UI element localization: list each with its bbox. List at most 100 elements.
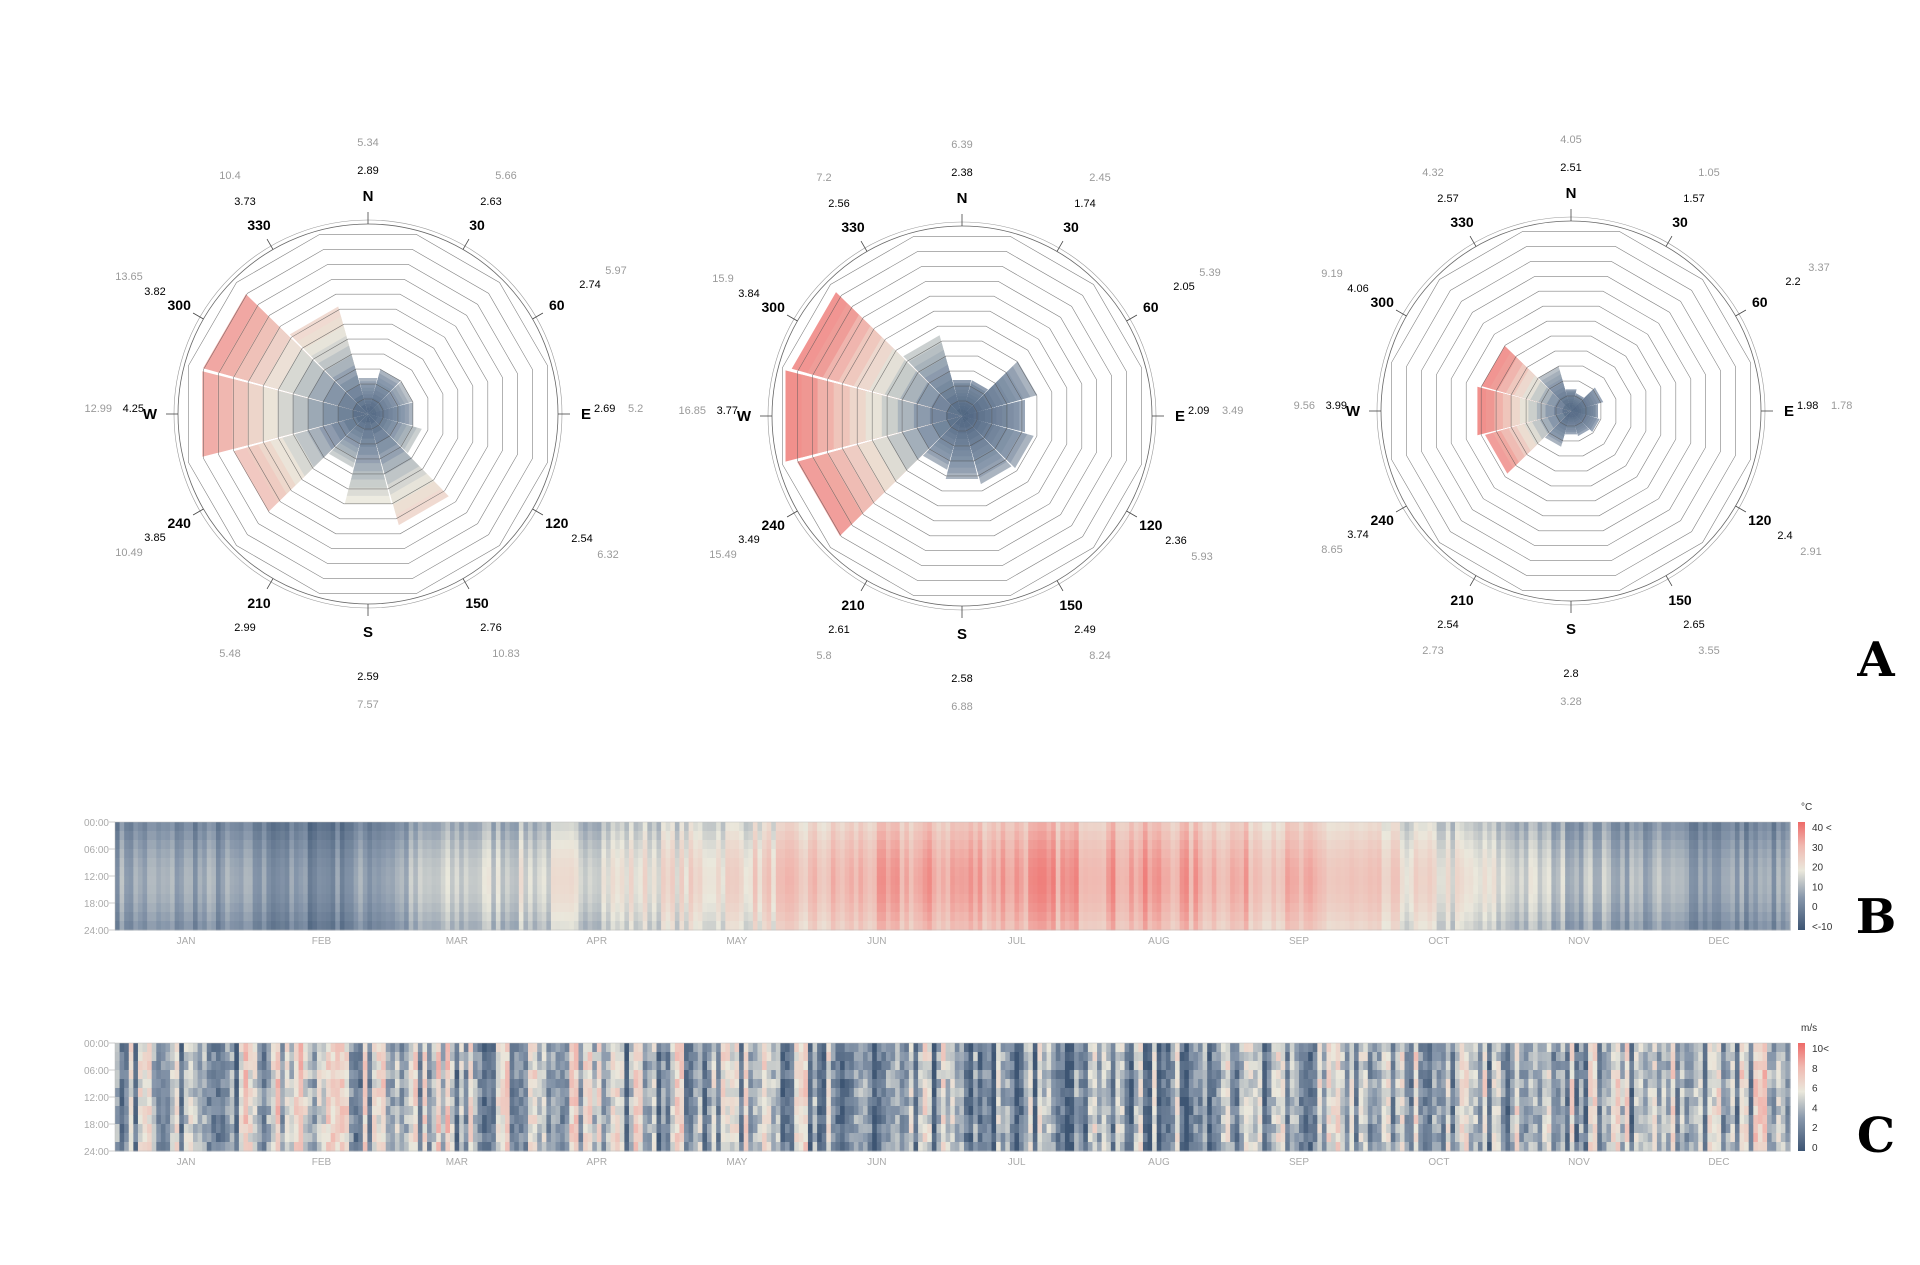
- heatmap-cell: [1289, 858, 1295, 868]
- heatmap-cell: [1276, 876, 1282, 886]
- heatmap-cell: [1193, 822, 1199, 832]
- heatmap-cell: [1326, 867, 1332, 877]
- heatmap-cell: [606, 822, 612, 832]
- heatmap-cell: [261, 840, 268, 850]
- heatmap-cell: [1308, 912, 1314, 922]
- rose-grid-ring: [262, 308, 474, 520]
- speed-value-N: 2.89: [357, 165, 378, 177]
- heatmap-cell: [743, 831, 749, 841]
- heatmap-cell: [137, 912, 144, 922]
- heatmap-cell: [408, 867, 414, 877]
- heatmap-cell: [1528, 840, 1534, 850]
- heatmap-cell: [188, 903, 194, 913]
- heatmap-cell: [509, 840, 515, 850]
- heatmap-cell: [1037, 912, 1043, 922]
- heatmap-cell: [1583, 849, 1589, 859]
- direction-label-W: W: [143, 406, 158, 423]
- heatmap-cell: [1404, 921, 1410, 931]
- heatmap-cell: [1473, 876, 1479, 886]
- heatmap-cell: [950, 903, 956, 913]
- heatmap-cell: [674, 840, 681, 850]
- heatmap-cell: [1459, 858, 1465, 868]
- heatmap-cell: [284, 822, 290, 832]
- heatmap-cell: [362, 885, 368, 895]
- heatmap-cell: [394, 822, 401, 832]
- heatmap-cell: [165, 858, 171, 868]
- heatmap-cell: [564, 858, 570, 868]
- heatmap-cell: [523, 921, 529, 931]
- heatmap-cell: [1220, 921, 1227, 931]
- heatmap-cell: [1220, 858, 1227, 868]
- heatmap-cell: [1615, 876, 1621, 886]
- heatmap-cell: [1445, 912, 1452, 922]
- heatmap-cell: [895, 903, 901, 913]
- heatmap-cell: [394, 894, 401, 904]
- heatmap-cell: [720, 867, 726, 877]
- heatmap-cell: [321, 921, 327, 931]
- heatmap-cell: [1496, 840, 1502, 850]
- rose-grid-ring: [247, 293, 489, 535]
- heatmap-cell: [849, 831, 855, 841]
- heatmap-cell: [1441, 876, 1447, 886]
- heatmap-cell: [321, 912, 327, 922]
- speed-value-150: 2.65: [1683, 619, 1704, 631]
- heatmap-cell: [803, 885, 809, 895]
- heatmap-cell: [463, 921, 469, 931]
- heatmap-cell: [1611, 894, 1617, 904]
- heatmap-cell: [1028, 894, 1034, 904]
- heatmap-cell: [936, 885, 942, 895]
- heatmap-cell: [1064, 849, 1071, 859]
- heatmap-cell: [1633, 876, 1640, 886]
- heatmap-cell: [1041, 840, 1048, 850]
- heatmap-cell: [234, 822, 240, 832]
- heatmap-cell: [1418, 840, 1424, 850]
- y-tick-label: 12:00: [84, 872, 109, 883]
- heatmap-cell: [491, 840, 497, 850]
- heatmap-cell: [1060, 858, 1066, 868]
- heatmap-cell: [973, 822, 979, 832]
- heatmap-cell: [1757, 912, 1764, 922]
- heatmap-cell: [1069, 867, 1075, 877]
- heatmap-cell: [1597, 894, 1603, 904]
- heatmap-cell: [229, 822, 235, 832]
- heatmap-cell: [289, 894, 295, 904]
- heatmap-cell: [863, 840, 869, 850]
- heatmap-cell: [1441, 849, 1447, 859]
- heatmap-cell: [1179, 858, 1185, 868]
- heatmap-cell: [941, 840, 947, 850]
- heatmap-cell: [115, 822, 121, 832]
- heatmap-cell: [1106, 921, 1112, 931]
- heatmap-cell: [1188, 822, 1195, 832]
- heatmap-cell: [1762, 894, 1768, 904]
- heatmap-cell: [959, 876, 965, 886]
- heatmap-cell: [1409, 831, 1415, 841]
- heatmap-cell: [1455, 912, 1461, 922]
- heatmap-cell: [638, 831, 644, 841]
- heatmap-cell: [1078, 840, 1084, 850]
- heatmap-cell: [1188, 840, 1195, 850]
- heatmap-cell: [1000, 903, 1006, 913]
- heatmap-cell: [908, 912, 915, 922]
- heatmap-cell: [908, 840, 915, 850]
- heatmap-cell: [514, 894, 520, 904]
- heatmap-cell: [349, 822, 355, 832]
- heatmap-cell: [583, 831, 589, 841]
- heatmap-cell: [417, 894, 424, 904]
- heatmap-cell: [739, 849, 745, 859]
- heatmap-cell: [766, 912, 772, 922]
- heatmap-cell: [1785, 876, 1791, 886]
- heatmap-cell: [1487, 849, 1493, 859]
- heatmap-cell: [248, 858, 254, 868]
- heatmap-cell: [445, 885, 451, 895]
- heatmap-cell: [371, 876, 378, 886]
- heatmap-cell: [679, 885, 685, 895]
- heatmap-cell: [1468, 912, 1474, 922]
- heatmap-cell: [206, 822, 212, 832]
- heatmap-cell: [1679, 831, 1686, 841]
- legend-colorbar: [1798, 822, 1805, 930]
- heatmap-cell: [482, 840, 488, 850]
- heatmap-cell: [858, 903, 864, 913]
- heatmap-cell: [899, 849, 905, 859]
- heatmap-cell: [1459, 831, 1465, 841]
- heatmap-cell: [505, 903, 511, 913]
